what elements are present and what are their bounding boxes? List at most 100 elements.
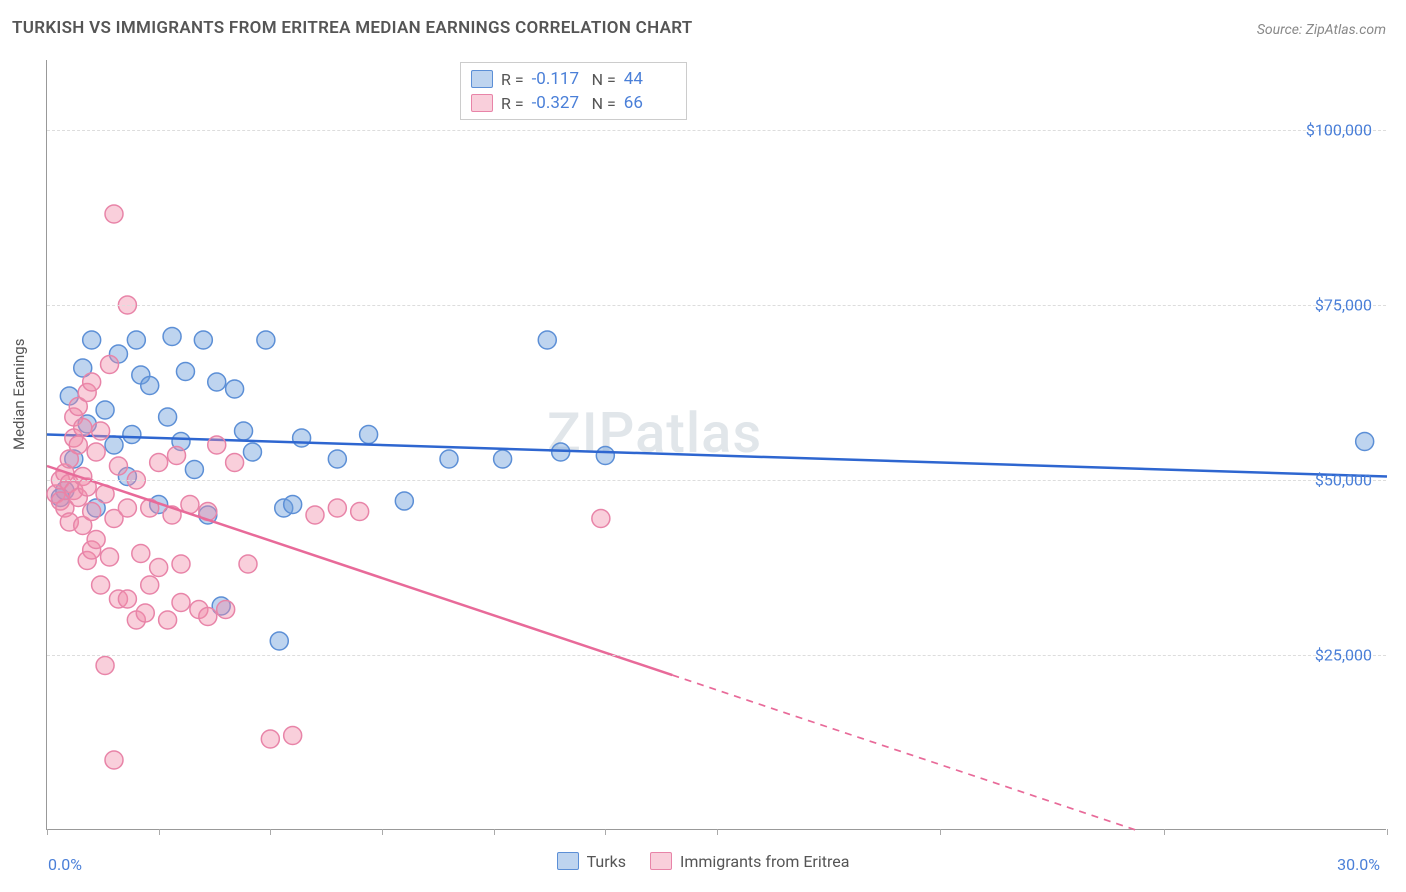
plot-area: ZIPatlas $25,000$50,000$75,000$100,000 [46, 60, 1386, 830]
gridline [47, 130, 1386, 131]
gridline [47, 655, 1386, 656]
legend-label: Immigrants from Eritrea [680, 852, 849, 871]
data-point [239, 555, 257, 573]
data-point [118, 499, 136, 517]
data-point [83, 373, 101, 391]
gridline [47, 480, 1386, 481]
data-point [226, 454, 244, 472]
r-label: R = [501, 70, 524, 89]
data-point [592, 510, 610, 528]
n-label: N = [592, 94, 616, 113]
x-tick [1164, 829, 1165, 835]
data-point [159, 611, 177, 629]
data-point [306, 506, 324, 524]
regression-line [47, 466, 672, 675]
data-point [172, 594, 190, 612]
data-point [101, 356, 119, 374]
x-tick [605, 829, 606, 835]
n-value: 66 [624, 93, 676, 113]
legend-item: Turks [557, 852, 626, 871]
data-point [105, 436, 123, 454]
data-point [328, 450, 346, 468]
data-point [92, 422, 110, 440]
data-point [538, 331, 556, 349]
data-point [243, 443, 261, 461]
data-point [87, 531, 105, 549]
data-point [194, 331, 212, 349]
data-point [284, 496, 302, 514]
x-tick [382, 829, 383, 835]
r-value: -0.327 [532, 93, 584, 113]
data-point [172, 555, 190, 573]
chart-title: TURKISH VS IMMIGRANTS FROM ERITREA MEDIA… [12, 18, 693, 38]
x-tick [47, 829, 48, 835]
legend-swatch [557, 852, 579, 870]
data-point [176, 363, 194, 381]
data-point [226, 380, 244, 398]
data-point [185, 461, 203, 479]
data-point [105, 751, 123, 769]
stats-legend-row: R = -0.117 N = 44 [471, 67, 676, 91]
data-point [127, 331, 145, 349]
data-point [257, 331, 275, 349]
n-label: N = [592, 70, 616, 89]
data-point [1356, 433, 1374, 451]
data-point [270, 632, 288, 650]
regression-line-extrapolated [672, 675, 1135, 830]
data-point [284, 727, 302, 745]
data-point [208, 373, 226, 391]
gridline [47, 305, 1386, 306]
x-tick [717, 829, 718, 835]
data-point [168, 447, 186, 465]
y-tick-label: $50,000 [1315, 471, 1372, 490]
legend-label: Turks [587, 852, 626, 871]
data-point [150, 559, 168, 577]
legend-swatch [471, 70, 493, 88]
data-point [217, 601, 235, 619]
data-point [360, 426, 378, 444]
data-point [96, 657, 114, 675]
data-point [208, 436, 226, 454]
chart-container: TURKISH VS IMMIGRANTS FROM ERITREA MEDIA… [0, 0, 1406, 892]
data-point [351, 503, 369, 521]
data-point [83, 503, 101, 521]
x-tick [494, 829, 495, 835]
data-point [96, 401, 114, 419]
series-legend: Turks Immigrants from Eritrea [0, 852, 1406, 875]
stats-legend-row: R = -0.327 N = 66 [471, 91, 676, 115]
stats-legend: R = -0.117 N = 44 R = -0.327 N = 66 [460, 62, 687, 120]
data-point [74, 419, 92, 437]
data-point [109, 457, 127, 475]
data-point [261, 730, 279, 748]
x-tick [159, 829, 160, 835]
data-point [150, 454, 168, 472]
y-axis-label: Median Earnings [10, 339, 28, 450]
data-point [87, 443, 105, 461]
data-point [69, 436, 87, 454]
x-tick [940, 829, 941, 835]
data-point [136, 604, 154, 622]
data-point [199, 608, 217, 626]
x-tick [1387, 829, 1388, 835]
data-point [105, 205, 123, 223]
legend-swatch [471, 94, 493, 112]
data-point [328, 499, 346, 517]
y-tick-label: $75,000 [1315, 296, 1372, 315]
x-tick [270, 829, 271, 835]
r-label: R = [501, 94, 524, 113]
y-tick-label: $25,000 [1315, 646, 1372, 665]
data-point [141, 576, 159, 594]
data-point [293, 429, 311, 447]
r-value: -0.117 [532, 69, 584, 89]
legend-item: Immigrants from Eritrea [650, 852, 849, 871]
data-point [83, 331, 101, 349]
data-point [123, 426, 141, 444]
n-value: 44 [624, 69, 676, 89]
data-point [440, 450, 458, 468]
data-point [132, 545, 150, 563]
data-point [163, 328, 181, 346]
data-point [235, 422, 253, 440]
data-point [596, 447, 614, 465]
y-tick-label: $100,000 [1306, 121, 1372, 140]
legend-swatch [650, 852, 672, 870]
